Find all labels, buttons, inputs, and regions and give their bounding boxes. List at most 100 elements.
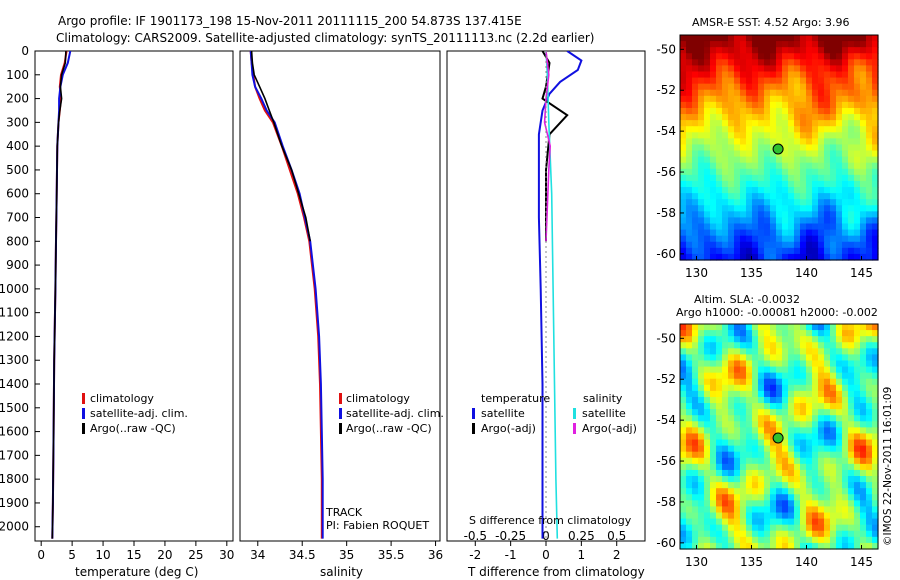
map-cell xyxy=(686,59,693,66)
map-cell xyxy=(770,476,777,483)
map-cell xyxy=(770,324,777,331)
map-cell xyxy=(704,168,711,176)
map-cell xyxy=(860,536,867,544)
map-cell xyxy=(812,41,819,48)
map-cell xyxy=(818,384,825,392)
map-cell xyxy=(824,71,831,79)
map-cell xyxy=(698,530,705,538)
map-cell xyxy=(716,126,723,133)
map-cell xyxy=(692,415,699,422)
map-cell xyxy=(854,53,861,60)
map-cell xyxy=(752,360,759,368)
map-cell xyxy=(860,168,867,176)
map-cell xyxy=(710,433,717,441)
map-cell xyxy=(776,542,783,550)
x-tick-label: 15 xyxy=(126,548,141,562)
map-cell xyxy=(764,223,771,231)
map-cell xyxy=(698,95,705,103)
map-cell xyxy=(740,162,747,170)
depth-axis: 0100200300400500600700800900100011001200… xyxy=(0,44,40,534)
map-cell xyxy=(680,41,687,48)
map-cell xyxy=(692,384,699,392)
map-cell xyxy=(872,89,879,97)
map-cell xyxy=(824,144,831,152)
map-cell xyxy=(734,482,741,489)
map-cell xyxy=(716,457,723,465)
map-cell xyxy=(794,518,801,526)
map-cell xyxy=(872,59,879,66)
map-cell xyxy=(704,47,711,54)
sla-map-frame xyxy=(679,323,879,550)
map-cell xyxy=(746,427,753,435)
map-cell xyxy=(746,433,753,441)
map-cell xyxy=(776,451,783,459)
map-cell xyxy=(842,415,849,422)
map-cell xyxy=(830,41,837,48)
map-cell xyxy=(824,506,831,514)
map-cell xyxy=(734,126,741,133)
map-cell xyxy=(770,59,777,66)
map-cell xyxy=(842,330,849,337)
map-cell xyxy=(686,384,693,392)
map-cell xyxy=(800,342,807,349)
map-cell xyxy=(794,500,801,508)
map-cell xyxy=(746,126,753,133)
map-cell xyxy=(854,330,861,337)
map-cell xyxy=(806,77,813,85)
map-cell xyxy=(788,144,795,152)
map-cell xyxy=(818,396,825,404)
map-cell xyxy=(824,65,831,73)
map-cell xyxy=(740,518,747,526)
map-cell xyxy=(788,378,795,386)
map-cell xyxy=(734,223,741,231)
map-cell xyxy=(794,217,801,225)
diff-legend: temperature satellite Argo(-adj) salinit… xyxy=(472,392,637,435)
map-cell xyxy=(704,378,711,386)
legend-swatch-satellite xyxy=(82,408,85,419)
map-cell xyxy=(800,83,807,91)
map-cell xyxy=(860,336,867,343)
copyright-timestamp: ©IMOS 22-Nov-2011 16:01:09 xyxy=(882,387,894,546)
map-cell xyxy=(776,247,783,255)
map-cell xyxy=(860,348,867,355)
map-cell xyxy=(722,366,729,374)
map-cell xyxy=(782,47,789,54)
map-cell xyxy=(830,439,837,447)
map-cell xyxy=(854,469,861,477)
map-cell xyxy=(698,168,705,176)
map-cell xyxy=(836,47,843,54)
x2-tick-label: -0.25 xyxy=(495,529,526,543)
x-tick-label: 0 xyxy=(542,548,550,562)
map-cell xyxy=(872,403,879,410)
map-cell xyxy=(836,156,843,164)
map-cell xyxy=(770,65,777,73)
map-cell xyxy=(842,390,849,398)
map-cell xyxy=(710,65,717,73)
map-cell xyxy=(788,390,795,398)
map-cell xyxy=(836,168,843,176)
map-cell xyxy=(710,324,717,331)
map-cell xyxy=(788,162,795,170)
map-cell xyxy=(794,235,801,243)
map-cell xyxy=(686,180,693,188)
map-cell xyxy=(686,463,693,471)
map-cell xyxy=(860,235,867,243)
map-cell xyxy=(740,253,747,261)
map-cell xyxy=(692,83,699,91)
map-cell xyxy=(872,512,879,520)
map-cell xyxy=(872,53,879,60)
map-cell xyxy=(698,439,705,447)
map-cell xyxy=(806,199,813,206)
map-cell xyxy=(716,439,723,447)
map-cell xyxy=(782,229,789,237)
map-cell xyxy=(686,342,693,349)
map-cell xyxy=(770,506,777,514)
map-cell xyxy=(764,396,771,404)
map-cell xyxy=(794,107,801,115)
map-cell xyxy=(716,360,723,368)
map-cell xyxy=(758,95,765,103)
map-cell xyxy=(818,193,825,200)
map-cell xyxy=(866,107,873,115)
x-tick-label: 0 xyxy=(37,548,45,562)
map-cell xyxy=(692,366,699,374)
